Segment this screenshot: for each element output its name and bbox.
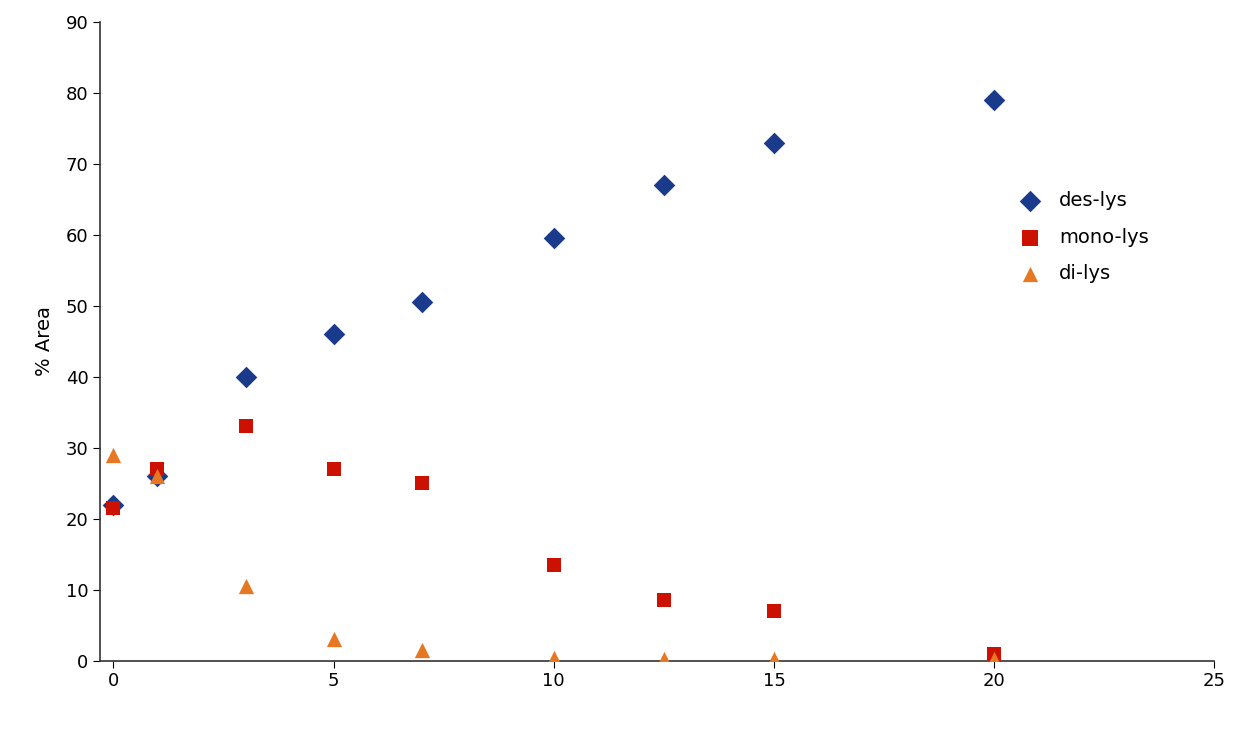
mono-lys [235, 421, 255, 432]
di-lys [235, 580, 255, 592]
mono-lys [412, 477, 432, 489]
mono-lys [984, 647, 1004, 659]
di-lys [984, 653, 1004, 665]
di-lys [148, 470, 168, 482]
des-lys [543, 233, 563, 244]
di-lys [104, 449, 124, 461]
des-lys [235, 371, 255, 382]
des-lys [764, 137, 784, 148]
Legend: des-lys, mono-lys, di-lys: des-lys, mono-lys, di-lys [1010, 192, 1149, 283]
mono-lys [543, 559, 563, 571]
des-lys [654, 179, 674, 191]
des-lys [323, 328, 343, 340]
di-lys [654, 653, 674, 665]
Y-axis label: % Area: % Area [35, 306, 55, 377]
mono-lys [654, 595, 674, 606]
di-lys [764, 653, 784, 665]
mono-lys [323, 463, 343, 475]
des-lys [104, 498, 124, 510]
di-lys [543, 653, 563, 664]
des-lys [148, 470, 168, 482]
mono-lys [148, 463, 168, 475]
des-lys [412, 297, 432, 308]
di-lys [323, 633, 343, 645]
mono-lys [104, 502, 124, 514]
di-lys [412, 644, 432, 656]
mono-lys [764, 605, 784, 617]
des-lys [984, 94, 1004, 106]
